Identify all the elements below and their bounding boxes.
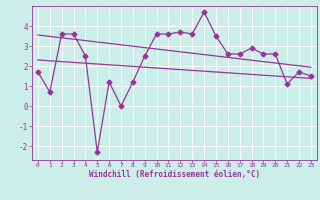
X-axis label: Windchill (Refroidissement éolien,°C): Windchill (Refroidissement éolien,°C) — [89, 170, 260, 179]
